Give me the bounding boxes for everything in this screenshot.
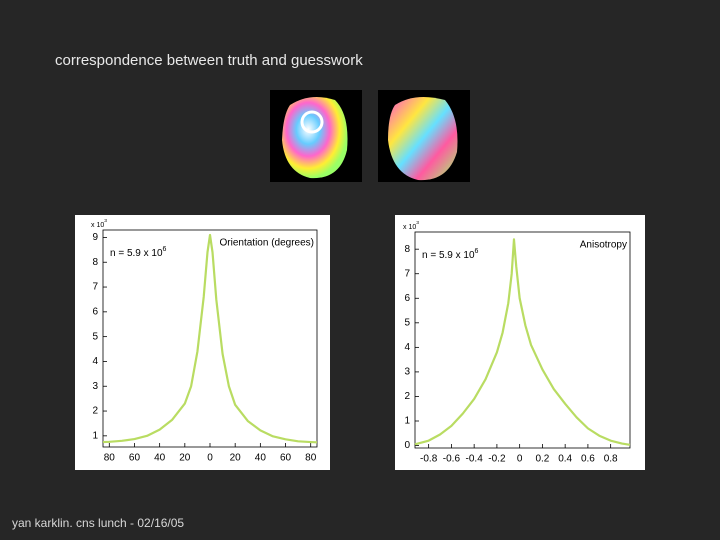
x-tick-label: -0.2 bbox=[488, 454, 506, 465]
y-tick-label: 2 bbox=[404, 391, 410, 402]
surface-truth bbox=[282, 96, 348, 179]
y-tick-label: 6 bbox=[404, 293, 410, 304]
x-tick-label: 60 bbox=[129, 453, 141, 464]
y-tick-label: 8 bbox=[92, 257, 98, 268]
x-tick-label: 0 bbox=[207, 453, 213, 464]
x-tick-label: 60 bbox=[280, 453, 292, 464]
data-line bbox=[102, 233, 318, 444]
annotation-sup: 6 bbox=[163, 246, 167, 253]
plot-area bbox=[102, 229, 318, 448]
slide-title: correspondence between truth and guesswo… bbox=[55, 52, 363, 69]
y-multiplier-base: x 10 bbox=[403, 224, 416, 231]
y-multiplier-sup: 3 bbox=[416, 220, 419, 226]
y-tick-label: 1 bbox=[404, 416, 410, 427]
x-tick-label: 0.2 bbox=[535, 454, 549, 465]
y-tick-label: 8 bbox=[404, 244, 410, 255]
x-tick-label: 80 bbox=[305, 453, 317, 464]
plot-area bbox=[414, 231, 631, 449]
annotation-base: n = 5.9 x 10 bbox=[422, 250, 475, 261]
y-tick-label: 4 bbox=[404, 342, 410, 353]
y-tick-label: 3 bbox=[92, 381, 98, 392]
annotation: n = 5.9 x 106 bbox=[110, 246, 167, 259]
y-tick-label: 4 bbox=[92, 356, 98, 367]
x-tick-label: -0.4 bbox=[466, 454, 484, 465]
annotation: n = 5.9 x 106 bbox=[422, 248, 479, 261]
y-multiplier: x 103 bbox=[91, 218, 107, 229]
x-tick-label: 0.6 bbox=[581, 454, 595, 465]
x-tick-label: 0.4 bbox=[558, 454, 572, 465]
y-tick-label: 2 bbox=[92, 406, 98, 417]
plot-label: Anisotropy bbox=[580, 240, 627, 251]
y-tick-label: 6 bbox=[92, 306, 98, 317]
y-tick-label: 5 bbox=[404, 317, 410, 328]
x-tick-label: 40 bbox=[154, 453, 166, 464]
annotation-base: n = 5.9 x 10 bbox=[110, 248, 163, 259]
annotation-sup: 6 bbox=[475, 248, 479, 255]
x-tick-label: 20 bbox=[179, 453, 191, 464]
y-multiplier: x 103 bbox=[403, 220, 419, 231]
x-tick-label: 40 bbox=[255, 453, 267, 464]
image-detail bbox=[300, 110, 324, 134]
y-tick-label: 1 bbox=[92, 430, 98, 441]
data-line bbox=[414, 238, 631, 446]
x-tick-label: 0.8 bbox=[604, 454, 618, 465]
y-multiplier-base: x 10 bbox=[91, 222, 104, 229]
y-multiplier-sup: 3 bbox=[104, 218, 107, 224]
y-tick-label: 7 bbox=[92, 282, 98, 293]
y-tick-label: 0 bbox=[404, 440, 410, 451]
x-tick-label: -0.8 bbox=[420, 454, 438, 465]
x-tick-label: -0.6 bbox=[443, 454, 461, 465]
surface-images bbox=[270, 90, 470, 182]
surface-guess bbox=[388, 96, 458, 181]
footer: yan karklin. cns lunch - 02/16/05 bbox=[12, 516, 184, 530]
y-tick-label: 3 bbox=[404, 367, 410, 378]
y-tick-label: 5 bbox=[92, 331, 98, 342]
x-tick-label: 0 bbox=[517, 454, 523, 465]
x-tick-label: 20 bbox=[230, 453, 242, 464]
y-tick-label: 9 bbox=[92, 232, 98, 243]
y-tick-label: 7 bbox=[404, 268, 410, 279]
x-tick-label: 80 bbox=[104, 453, 116, 464]
plot-label: Orientation (degrees) bbox=[220, 238, 315, 249]
